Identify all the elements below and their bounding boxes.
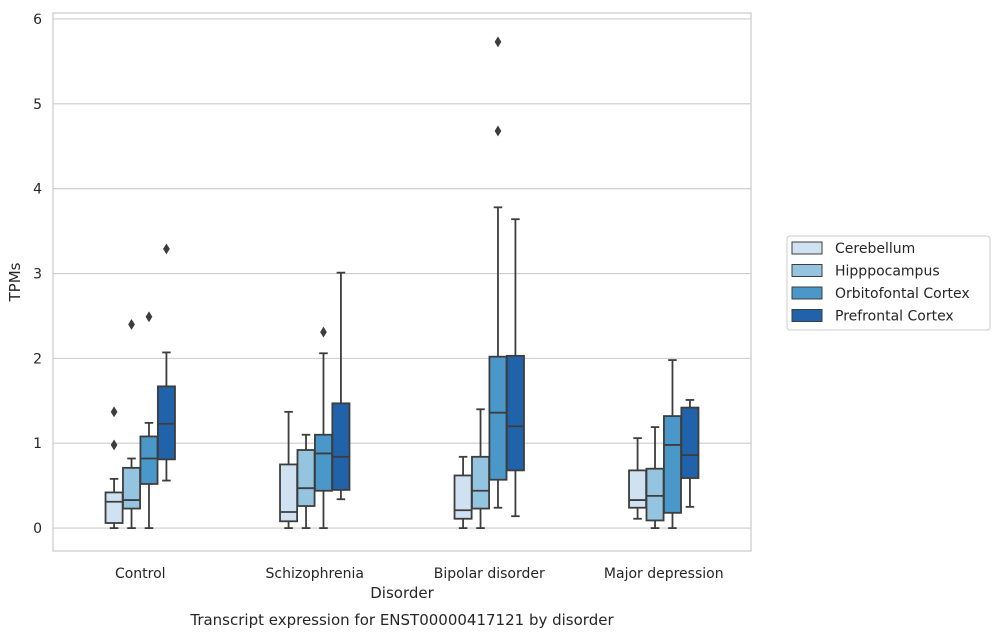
box-iqr [488,355,508,481]
legend-swatch [791,286,823,300]
box-iqr [645,467,665,522]
box-orbitofontal-cortex [488,36,508,509]
x-tick-label: Bipolar disorder [434,566,545,582]
box-hipppocampus [122,318,141,529]
outlier-point [128,318,135,330]
box-iqr [505,354,525,472]
y-tick-label: 2 [33,351,42,367]
box-iqr [139,435,159,485]
outlier-point [110,406,118,418]
legend-frame [786,235,991,331]
box-iqr [680,406,700,479]
outlier-point [145,311,153,323]
box-prefrontal-cortex [156,243,176,482]
legend-swatch [791,309,823,322]
x-tick-label: Major depression [604,566,724,582]
box-orbitofontal-cortex [139,311,159,529]
box-orbitofontal-cortex [314,326,333,529]
legend-label: Orbitofontal Cortex [835,286,970,302]
box-hipppocampus [471,408,490,529]
y-tick-label: 1 [33,436,42,452]
box-cerebellum [628,437,648,520]
box-cerebellum [453,455,473,529]
box-orbitofontal-cortex [663,359,682,529]
box-prefrontal-cortex [680,399,700,508]
y-axis-title: TPMs [6,262,24,302]
legend-label: Cerebellum [835,241,915,257]
plot-frame [52,12,752,552]
y-tick-label: 4 [33,182,42,198]
box-iqr [453,474,473,520]
x-tick-label: Control [115,566,166,582]
box-iqr [331,402,351,491]
box-cerebellum [279,410,299,529]
legend-swatch [791,241,823,255]
box-layer [104,36,700,529]
box-cerebellum [104,406,124,529]
box-prefrontal-cortex [505,218,525,518]
box-iqr [296,449,316,507]
box-iqr [122,466,141,510]
y-tick-label: 0 [33,521,42,537]
box-iqr [471,455,490,510]
box-iqr [663,415,682,514]
box-hipppocampus [296,433,316,529]
x-tick-label: Schizophrenia [266,566,364,582]
chart-caption: Transcript expression for ENST0000041712… [189,611,614,629]
x-axis-title: Disorder [370,584,434,602]
box-iqr [628,469,648,509]
y-tick-label: 6 [33,12,42,28]
outlier-point [320,326,327,338]
legend: Cerebellum Hipppocampus Orbitofontal Corte… [786,235,991,331]
y-tick-labels: 0 1 2 3 4 5 6 [33,12,42,537]
outlier-point [163,243,170,255]
box-hipppocampus [645,426,665,529]
outlier-point [494,36,502,48]
legend-label: Hipppocampus [835,264,940,280]
y-tick-label: 5 [33,97,42,113]
legend-swatch [791,264,823,277]
outlier-point [494,125,502,137]
legend-label: Prefrontal Cortex [835,309,954,325]
box-iqr [314,433,333,492]
outlier-point [110,439,118,451]
y-tick-label: 3 [33,267,42,283]
x-tick-labels: Control Schizophrenia Bipolar disorder Majo… [115,566,724,582]
box-prefrontal-cortex [331,271,351,501]
box-iqr [104,491,124,524]
